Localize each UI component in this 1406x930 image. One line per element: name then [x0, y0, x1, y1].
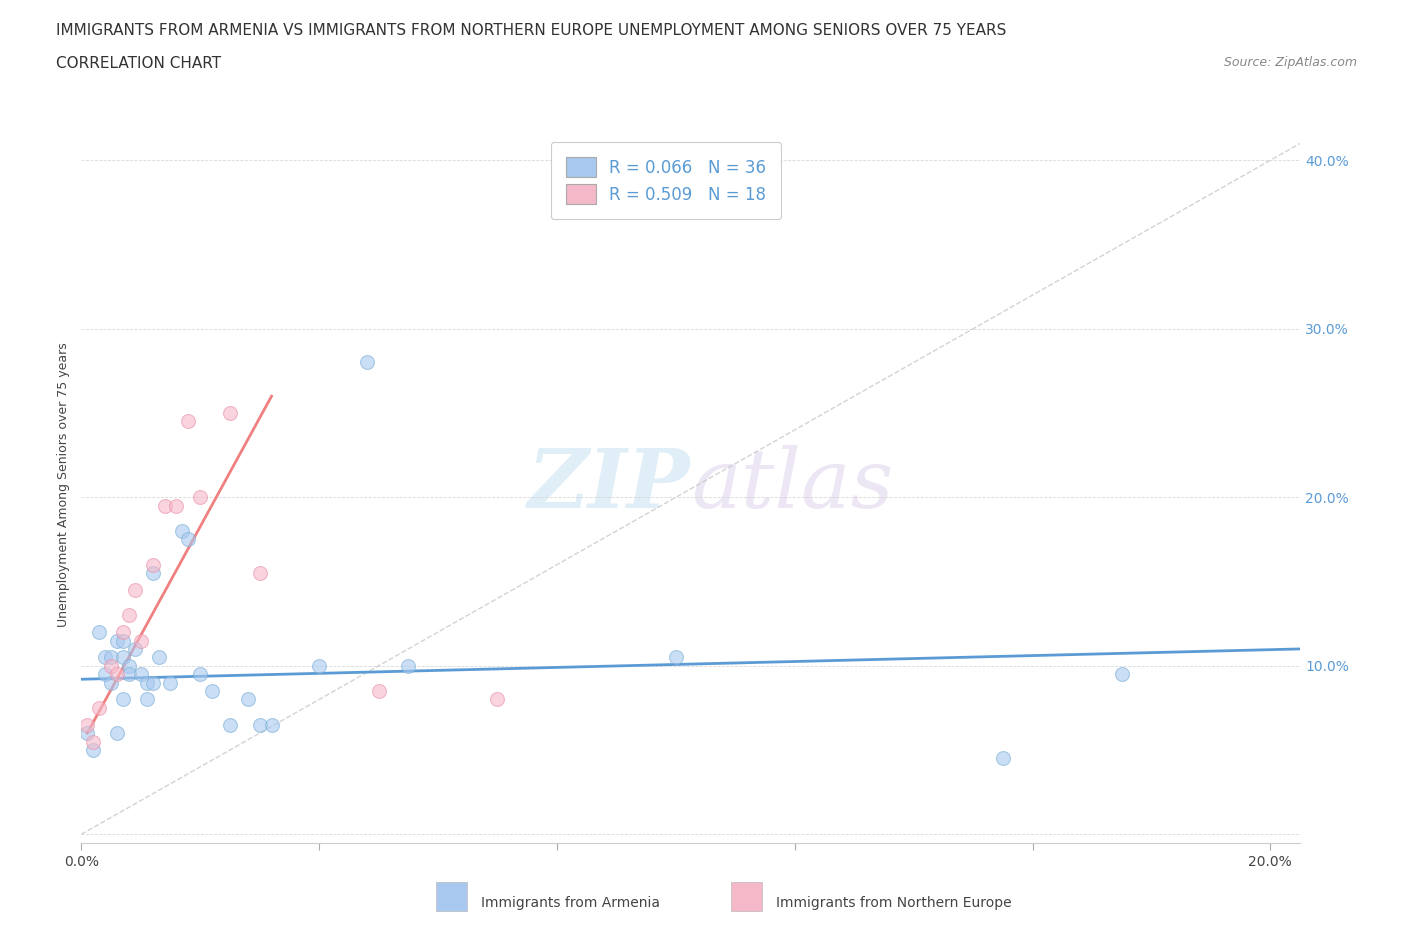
Point: [94, 667, 117, 682]
Point: [82, 734, 104, 749]
Point: [111, 692, 134, 707]
Y-axis label: Unemployment Among Seniors over 75 years: Unemployment Among Seniors over 75 years: [58, 342, 70, 627]
Point: [118, 608, 141, 623]
Point: [111, 650, 134, 665]
Point: [991, 751, 1014, 766]
Text: CORRELATION CHART: CORRELATION CHART: [56, 56, 221, 71]
Point: [177, 414, 200, 429]
Point: [76, 725, 98, 740]
Point: [665, 650, 688, 665]
Point: [159, 675, 181, 690]
Point: [129, 633, 152, 648]
Point: [236, 692, 259, 707]
Text: ZIP: ZIP: [529, 445, 690, 525]
Point: [367, 684, 389, 698]
Point: [1111, 667, 1133, 682]
Point: [111, 625, 134, 640]
Point: [82, 742, 104, 757]
Point: [219, 717, 242, 732]
Point: [249, 565, 271, 580]
Point: [135, 675, 157, 690]
Point: [89, 700, 111, 715]
Point: [260, 717, 283, 732]
Point: [142, 565, 165, 580]
Point: [165, 498, 187, 513]
Text: IMMIGRANTS FROM ARMENIA VS IMMIGRANTS FROM NORTHERN EUROPE UNEMPLOYMENT AMONG SE: IMMIGRANTS FROM ARMENIA VS IMMIGRANTS FR…: [56, 23, 1007, 38]
Point: [142, 675, 165, 690]
Point: [219, 405, 242, 420]
Point: [100, 658, 122, 673]
Point: [100, 675, 122, 690]
Text: Immigrants from Northern Europe: Immigrants from Northern Europe: [776, 896, 1012, 910]
Text: Source: ZipAtlas.com: Source: ZipAtlas.com: [1223, 56, 1357, 69]
Point: [486, 692, 509, 707]
Point: [94, 650, 117, 665]
Point: [249, 717, 271, 732]
Point: [105, 725, 128, 740]
Point: [396, 658, 419, 673]
Point: [177, 532, 200, 547]
Point: [105, 667, 128, 682]
Point: [89, 625, 111, 640]
Point: [148, 650, 170, 665]
Legend: R = 0.066   N = 36, R = 0.509   N = 18: R = 0.066 N = 36, R = 0.509 N = 18: [551, 142, 782, 219]
Point: [105, 633, 128, 648]
Point: [129, 667, 152, 682]
Point: [135, 692, 157, 707]
Point: [188, 490, 211, 505]
Text: Immigrants from Armenia: Immigrants from Armenia: [481, 896, 659, 910]
Point: [76, 717, 98, 732]
Point: [118, 658, 141, 673]
Point: [124, 642, 146, 657]
Point: [308, 658, 330, 673]
Text: atlas: atlas: [690, 445, 893, 525]
Point: [172, 524, 194, 538]
Point: [142, 557, 165, 572]
Point: [124, 582, 146, 597]
Point: [188, 667, 211, 682]
Point: [111, 633, 134, 648]
Point: [356, 355, 378, 370]
Point: [201, 684, 224, 698]
Point: [118, 667, 141, 682]
Point: [100, 650, 122, 665]
Point: [153, 498, 176, 513]
